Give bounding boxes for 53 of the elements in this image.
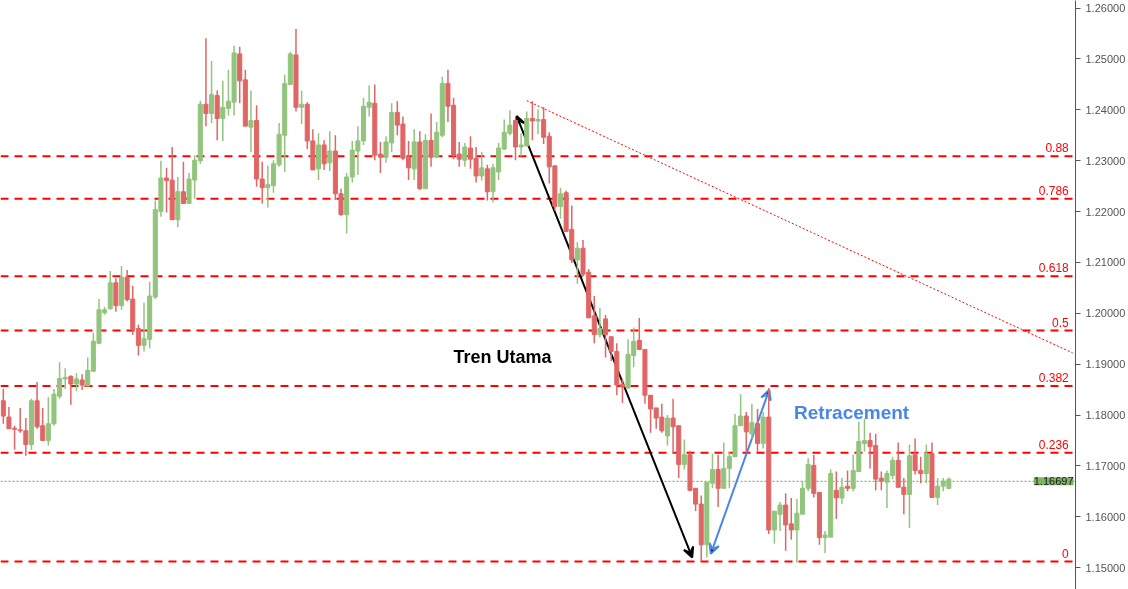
candlestick xyxy=(479,151,485,182)
y-tick-label: 1.25000 xyxy=(1085,52,1126,65)
candlestick xyxy=(557,186,564,220)
candlestick xyxy=(754,408,761,453)
candlestick xyxy=(597,306,603,339)
y-tick-label: 1.18000 xyxy=(1085,409,1126,422)
y-tick-label: 1.16000 xyxy=(1085,510,1126,523)
candlestick xyxy=(603,314,609,359)
candlestick xyxy=(68,374,74,406)
candlestick xyxy=(535,108,541,136)
candlestick xyxy=(214,89,220,142)
ref-line-label: 1.16697 xyxy=(1033,475,1074,488)
candlestick xyxy=(833,470,839,520)
candlestick xyxy=(529,100,535,142)
candlestick xyxy=(749,403,755,440)
annotation: 0.382 xyxy=(1038,371,1070,386)
candlestick xyxy=(315,132,322,181)
annotation: 0.88 xyxy=(1045,141,1070,156)
y-tick-label: 1.24000 xyxy=(1085,103,1126,116)
annotation: Tren Utama xyxy=(453,346,553,367)
y-tick-label: 1.15000 xyxy=(1085,561,1126,574)
annotation: 0.786 xyxy=(1038,183,1070,198)
candlestick xyxy=(203,37,209,127)
annotation: 0 xyxy=(1062,546,1070,561)
y-tick-label: 1.23000 xyxy=(1085,154,1126,167)
annotation: 0.618 xyxy=(1038,261,1070,276)
candlestick xyxy=(923,443,929,484)
y-tick-label: 1.21000 xyxy=(1085,256,1126,269)
candlestick xyxy=(839,477,845,505)
candlestick xyxy=(209,60,215,124)
candlestick xyxy=(113,277,119,313)
candlestick xyxy=(664,414,670,447)
candlestick xyxy=(743,411,749,453)
y-tick-label: 1.22000 xyxy=(1085,205,1126,218)
annotation: Retracement xyxy=(794,401,910,423)
candlestick xyxy=(484,164,490,202)
candlestick xyxy=(845,469,851,493)
candlestick xyxy=(574,241,580,285)
y-tick-label: 1.20000 xyxy=(1085,307,1126,320)
annotation: 0.236 xyxy=(1038,437,1070,452)
y-tick-label: 1.26000 xyxy=(1085,2,1126,15)
y-tick-label: 1.19000 xyxy=(1085,358,1126,371)
candlestick xyxy=(180,160,186,205)
candlestick xyxy=(321,139,327,171)
candlestick xyxy=(715,453,721,508)
candlestick xyxy=(327,130,333,172)
candlestick xyxy=(299,89,305,125)
candlestick xyxy=(462,142,468,168)
candlestick xyxy=(428,112,434,168)
candlestick xyxy=(248,89,254,153)
annotation: 0.5 xyxy=(1052,315,1070,330)
y-tick-label: 1.17000 xyxy=(1085,459,1126,472)
candlestick xyxy=(681,438,687,471)
